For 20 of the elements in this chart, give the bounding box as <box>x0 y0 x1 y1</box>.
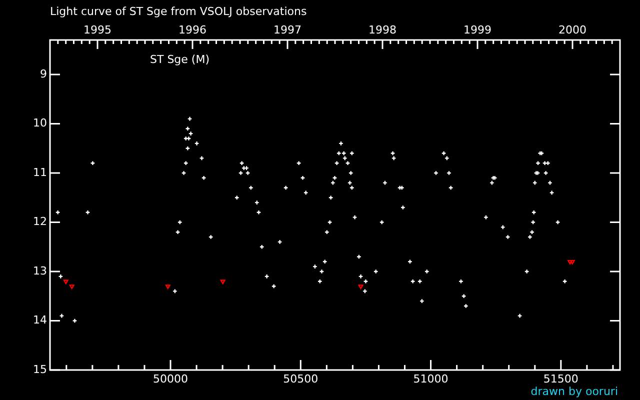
x-tick-label: 50000 <box>153 372 188 386</box>
y-tick-label: 14 <box>33 314 47 327</box>
text: drawn by ooruri <box>530 384 618 398</box>
x2-tick-label: 2000 <box>558 23 586 36</box>
y-tick-label: 13 <box>33 264 47 278</box>
x2-tick-label: 1998 <box>368 23 396 36</box>
x2-tick-label: 1999 <box>464 23 492 36</box>
x2-tick-label: 1997 <box>274 23 302 36</box>
x2-tick-label: 1996 <box>178 23 206 36</box>
text: ST Sge (M) <box>150 52 210 66</box>
y-tick-label: 15 <box>33 362 47 376</box>
y-tick-label: 10 <box>33 116 47 130</box>
y-tick-label: 11 <box>33 166 47 179</box>
y-tick-label: 12 <box>33 215 47 228</box>
y-tick-label: 9 <box>40 67 47 80</box>
x-tick-label: 51500 <box>543 372 578 386</box>
chart-title: Light curve of ST Sge from VSOLJ observations <box>50 4 307 18</box>
x-tick-label: 50500 <box>283 372 318 386</box>
x2-tick-label: 1995 <box>84 23 112 36</box>
x-tick-label: 51000 <box>413 372 448 386</box>
